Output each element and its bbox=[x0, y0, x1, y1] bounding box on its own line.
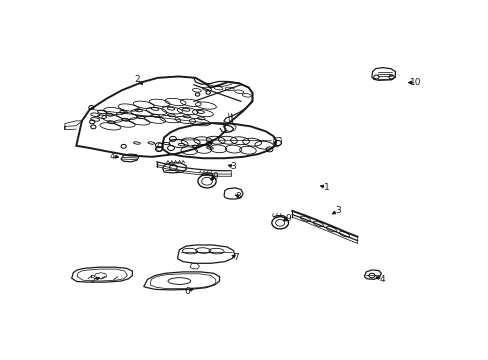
Text: 2: 2 bbox=[134, 75, 140, 84]
Text: 10: 10 bbox=[409, 78, 420, 87]
Text: 1: 1 bbox=[323, 183, 328, 192]
Text: 9: 9 bbox=[212, 172, 218, 181]
Text: 9: 9 bbox=[285, 214, 290, 223]
Text: 4: 4 bbox=[109, 152, 115, 161]
Text: 7: 7 bbox=[233, 253, 239, 262]
Text: 5: 5 bbox=[89, 275, 95, 284]
Text: 4: 4 bbox=[379, 275, 385, 284]
Text: 6: 6 bbox=[183, 287, 189, 296]
Text: 3: 3 bbox=[230, 162, 236, 171]
Text: 3: 3 bbox=[334, 206, 340, 215]
Text: 8: 8 bbox=[235, 192, 241, 201]
